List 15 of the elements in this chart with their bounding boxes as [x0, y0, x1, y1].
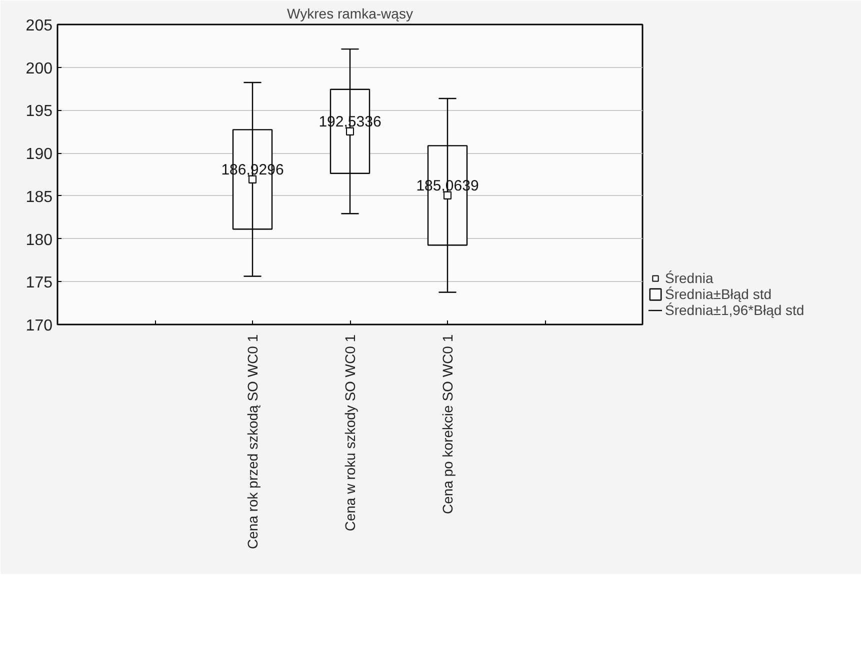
legend-label: Średnia — [665, 270, 714, 286]
y-tick-label: 195 — [26, 103, 53, 120]
y-tick-label: 190 — [26, 146, 53, 164]
y-tick-label: 180 — [26, 232, 53, 249]
y-tick-label: 185 — [26, 188, 53, 206]
x-tick-label: Cena w roku szkody SO WC0 1 — [342, 334, 358, 532]
y-tick-label: 175 — [26, 274, 53, 292]
legend-label: Średnia±Błąd std — [665, 286, 772, 302]
y-tick-label: 205 — [26, 18, 53, 34]
x-tick-label: Cena po korekcie SO WC0 1 — [440, 334, 456, 514]
chart-title: Wykres ramka-wąsy — [287, 6, 413, 22]
y-tick-label: 200 — [26, 60, 53, 78]
x-tick-label: Cena rok przed szkodą SO WC0 1 — [244, 334, 260, 550]
legend-label: Średnia±1,96*Błąd std — [665, 302, 804, 318]
y-tick-label: 170 — [26, 318, 53, 334]
